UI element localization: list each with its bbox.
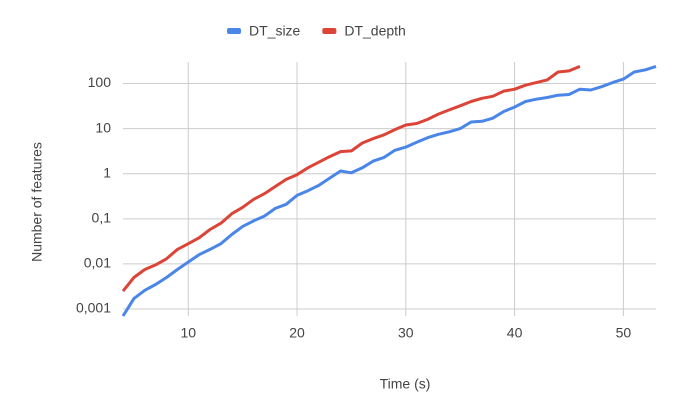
legend-swatch	[322, 28, 337, 34]
series-line	[121, 65, 581, 293]
legend-swatch	[227, 28, 241, 34]
y-tick-label: 1	[103, 164, 111, 180]
y-tick-label: 100	[88, 74, 112, 90]
y-tick-label: 0,01	[84, 255, 111, 271]
x-tick-label: 10	[180, 325, 196, 341]
x-tick-label: 40	[507, 325, 523, 341]
y-tick-label: 10	[95, 119, 111, 135]
x-tick-label: 20	[289, 325, 305, 341]
legend-label: DT_size	[249, 23, 301, 39]
x-tick-label: 50	[616, 325, 632, 341]
y-tick-label: 0,1	[92, 210, 112, 226]
y-axis-label: Number of features	[29, 142, 45, 262]
legend-label: DT_depth	[344, 23, 405, 39]
series-line	[121, 64, 657, 317]
y-tick-label: 0,001	[76, 300, 111, 316]
x-axis-label: Time (s)	[380, 376, 431, 392]
x-tick-label: 30	[398, 325, 414, 341]
